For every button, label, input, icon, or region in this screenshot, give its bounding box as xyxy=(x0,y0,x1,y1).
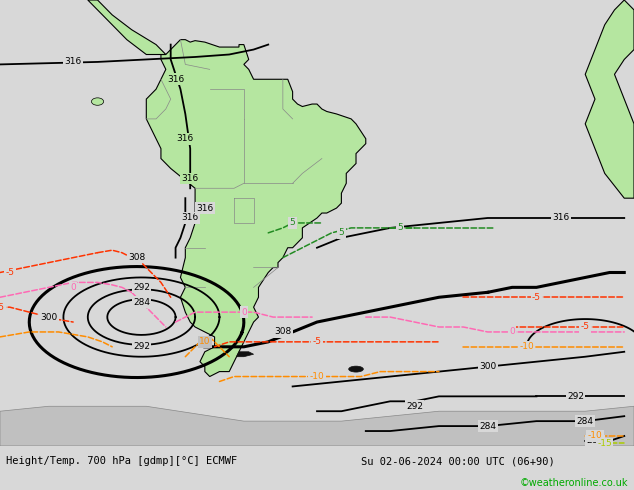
Polygon shape xyxy=(0,406,634,446)
Text: 292: 292 xyxy=(133,343,150,351)
Text: -15: -15 xyxy=(597,439,612,448)
Text: 308: 308 xyxy=(128,253,145,262)
Text: 10: 10 xyxy=(199,337,210,346)
Text: 300: 300 xyxy=(479,362,496,371)
Text: -5: -5 xyxy=(581,322,590,332)
Text: 316: 316 xyxy=(181,214,199,222)
Text: 292: 292 xyxy=(567,392,584,401)
Text: -5: -5 xyxy=(532,293,541,302)
Polygon shape xyxy=(146,40,366,376)
Text: 284: 284 xyxy=(479,421,496,431)
Text: 268: 268 xyxy=(586,437,604,445)
Ellipse shape xyxy=(91,98,103,105)
Text: 300: 300 xyxy=(40,313,58,321)
Text: 5: 5 xyxy=(397,223,403,232)
Text: 316: 316 xyxy=(167,75,184,84)
Text: 316: 316 xyxy=(552,214,569,222)
Text: 0: 0 xyxy=(70,283,76,292)
Text: 0: 0 xyxy=(509,327,515,337)
Text: 292: 292 xyxy=(133,283,150,292)
Text: 316: 316 xyxy=(196,203,214,213)
Text: -5: -5 xyxy=(313,337,321,346)
Text: 5: 5 xyxy=(290,219,295,227)
Polygon shape xyxy=(87,0,166,54)
Text: 316: 316 xyxy=(181,174,199,183)
Text: 284: 284 xyxy=(133,298,150,307)
Text: 308: 308 xyxy=(275,327,292,337)
Text: 284: 284 xyxy=(577,416,593,426)
Text: 5: 5 xyxy=(339,228,344,237)
Text: Height/Temp. 700 hPa [gdmp][°C] ECMWF: Height/Temp. 700 hPa [gdmp][°C] ECMWF xyxy=(6,456,238,466)
Text: -5: -5 xyxy=(5,268,14,277)
Text: 316: 316 xyxy=(65,57,82,67)
Text: -10: -10 xyxy=(519,343,534,351)
Text: -10: -10 xyxy=(588,432,602,441)
Text: 0: 0 xyxy=(241,308,247,317)
Text: ©weatheronline.co.uk: ©weatheronline.co.uk xyxy=(519,478,628,489)
Text: Su 02-06-2024 00:00 UTC (06+90): Su 02-06-2024 00:00 UTC (06+90) xyxy=(361,456,555,466)
Text: -5: -5 xyxy=(0,303,4,312)
Ellipse shape xyxy=(349,366,363,372)
Text: 292: 292 xyxy=(406,402,423,411)
Polygon shape xyxy=(236,352,254,357)
Text: -10: -10 xyxy=(309,372,325,381)
Polygon shape xyxy=(585,0,634,198)
Text: 316: 316 xyxy=(177,134,194,143)
